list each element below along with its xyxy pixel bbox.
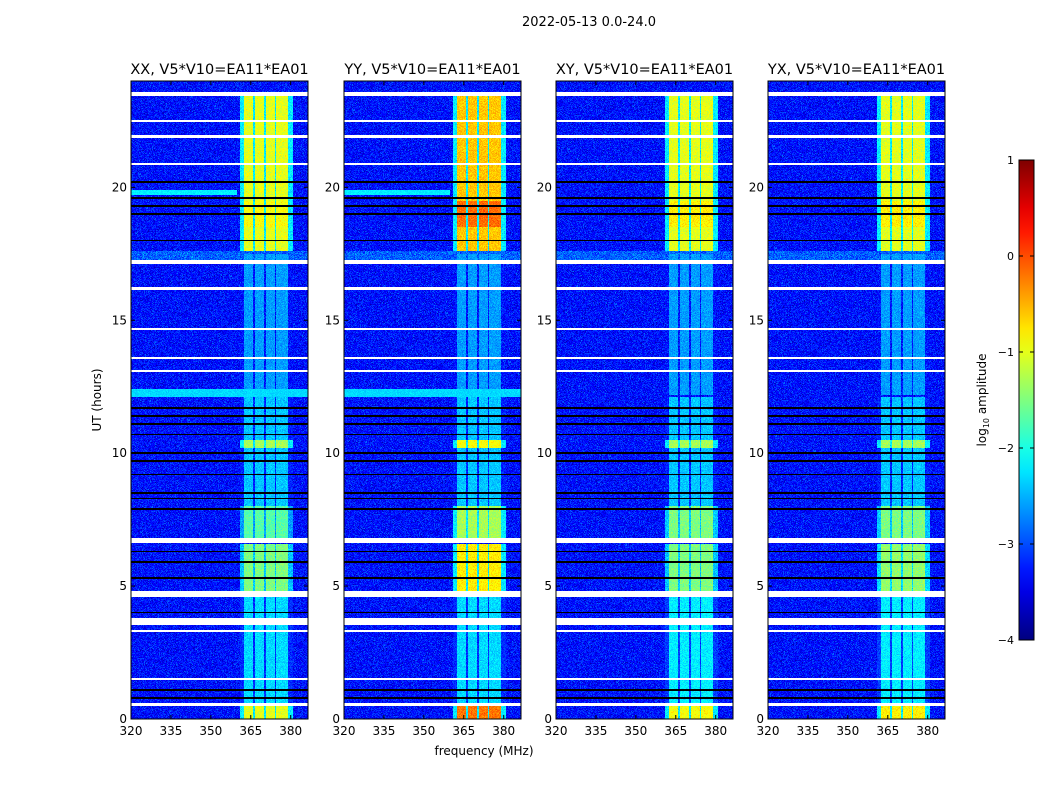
plot-frame [555, 80, 734, 720]
colorbar-tick-label: −2 [998, 442, 1014, 455]
x-tick-label: 350 [199, 724, 222, 738]
x-tick-label: 365 [239, 724, 262, 738]
plot-frame [130, 80, 309, 720]
y-tick-label: 10 [325, 446, 340, 460]
x-tick-label: 380 [279, 724, 302, 738]
panel-0: XX, V5*V10=EA11*EA01 320 335 350 365 380 0 5 10 1… [112, 62, 309, 738]
heatmap-3 [768, 81, 945, 719]
x-tick-label: 335 [796, 724, 819, 738]
y-tick-label: 20 [112, 180, 127, 194]
colorbar-label-subscript: 10 [982, 418, 991, 428]
colorbar: −4 −3 −2 −1 0 1 log10 amplitude [975, 154, 1035, 647]
panel-3: YX, V5*V10=EA11*EA01 320 335 350 365 380 0 5 10 1… [749, 62, 946, 738]
x-tick-label: 380 [704, 724, 727, 738]
y-axis-label: UT (hours) [90, 368, 104, 431]
panel-title: YX, V5*V10=EA11*EA01 [767, 62, 945, 78]
x-axis-label: frequency (MHz) [434, 744, 533, 758]
heatmap-1 [344, 81, 521, 719]
y-tick-label: 5 [544, 579, 552, 593]
x-tick-label: 335 [372, 724, 395, 738]
y-tick-label: 15 [325, 313, 340, 327]
x-tick-label: 380 [492, 724, 515, 738]
y-tick-label: 10 [537, 446, 552, 460]
panel-title: XX, V5*V10=EA11*EA01 [130, 62, 308, 78]
y-tick-label: 0 [756, 712, 764, 726]
x-tick-label: 380 [916, 724, 939, 738]
x-tick-label: 335 [159, 724, 182, 738]
colorbar-tick-label: −1 [998, 346, 1014, 359]
y-tick-label: 5 [756, 579, 764, 593]
colorbar-fill [1018, 159, 1035, 641]
heatmap-2 [556, 81, 733, 719]
x-tick-label: 365 [664, 724, 687, 738]
x-tick-label: 350 [836, 724, 859, 738]
y-tick-label: 0 [119, 712, 127, 726]
colorbar-label-prefix: log [975, 428, 989, 446]
y-tick-label: 15 [537, 313, 552, 327]
x-tick-label: 350 [412, 724, 435, 738]
panel-title: YY, V5*V10=EA11*EA01 [343, 62, 520, 78]
panel-1: YY, V5*V10=EA11*EA01 320 335 350 365 380 0 5 10 1… [325, 62, 522, 738]
x-tick-label: 350 [624, 724, 647, 738]
plot-frame [343, 80, 522, 720]
colorbar-label-suffix: amplitude [975, 354, 989, 418]
y-tick-label: 15 [749, 313, 764, 327]
y-tick-label: 20 [749, 180, 764, 194]
colorbar-tick-label: −4 [998, 634, 1014, 647]
panel-title: XY, V5*V10=EA11*EA01 [556, 62, 733, 78]
x-tick-label: 365 [876, 724, 899, 738]
y-tick-label: 10 [112, 446, 127, 460]
y-tick-label: 5 [119, 579, 127, 593]
x-tick-label: 365 [452, 724, 475, 738]
y-tick-label: 0 [544, 712, 552, 726]
colorbar-label: log10 amplitude [975, 354, 991, 447]
x-tick-label: 320 [333, 724, 356, 738]
x-tick-label: 320 [545, 724, 568, 738]
colorbar-tick-label: −3 [998, 538, 1014, 551]
colorbar-tick-label: 1 [1007, 154, 1014, 167]
y-tick-label: 20 [537, 180, 552, 194]
y-tick-label: 10 [749, 446, 764, 460]
x-tick-label: 320 [120, 724, 143, 738]
y-tick-label: 20 [325, 180, 340, 194]
y-tick-label: 0 [332, 712, 340, 726]
figure-title: 2022-05-13 0.0-24.0 [522, 15, 656, 30]
heatmap-0 [131, 81, 308, 719]
panel-2: XY, V5*V10=EA11*EA01 320 335 350 365 380 0 5 10 1… [537, 62, 734, 738]
y-tick-label: 15 [112, 313, 127, 327]
plot-frame [767, 80, 946, 720]
x-tick-label: 320 [757, 724, 780, 738]
colorbar-tick-label: 0 [1007, 250, 1014, 263]
y-tick-label: 5 [332, 579, 340, 593]
x-tick-label: 335 [584, 724, 607, 738]
